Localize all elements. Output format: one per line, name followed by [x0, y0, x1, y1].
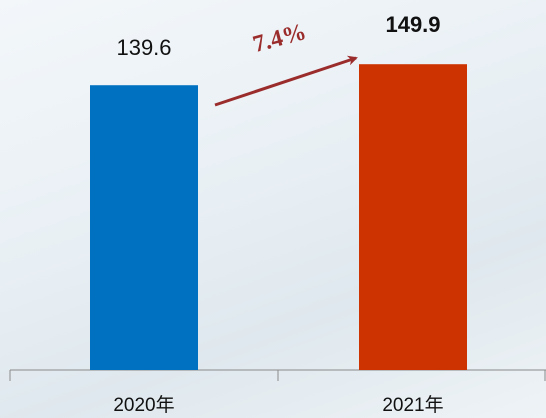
x-tick-label: 2020年: [113, 394, 174, 416]
x-tick-label: 2021年: [382, 394, 443, 416]
bar: [90, 85, 198, 370]
data-label: 139.6: [116, 35, 171, 60]
growth-annotation: 7.4%: [250, 19, 309, 58]
bar: [359, 64, 467, 370]
growth-arrow: [214, 55, 358, 107]
data-label: 149.9: [385, 12, 440, 37]
